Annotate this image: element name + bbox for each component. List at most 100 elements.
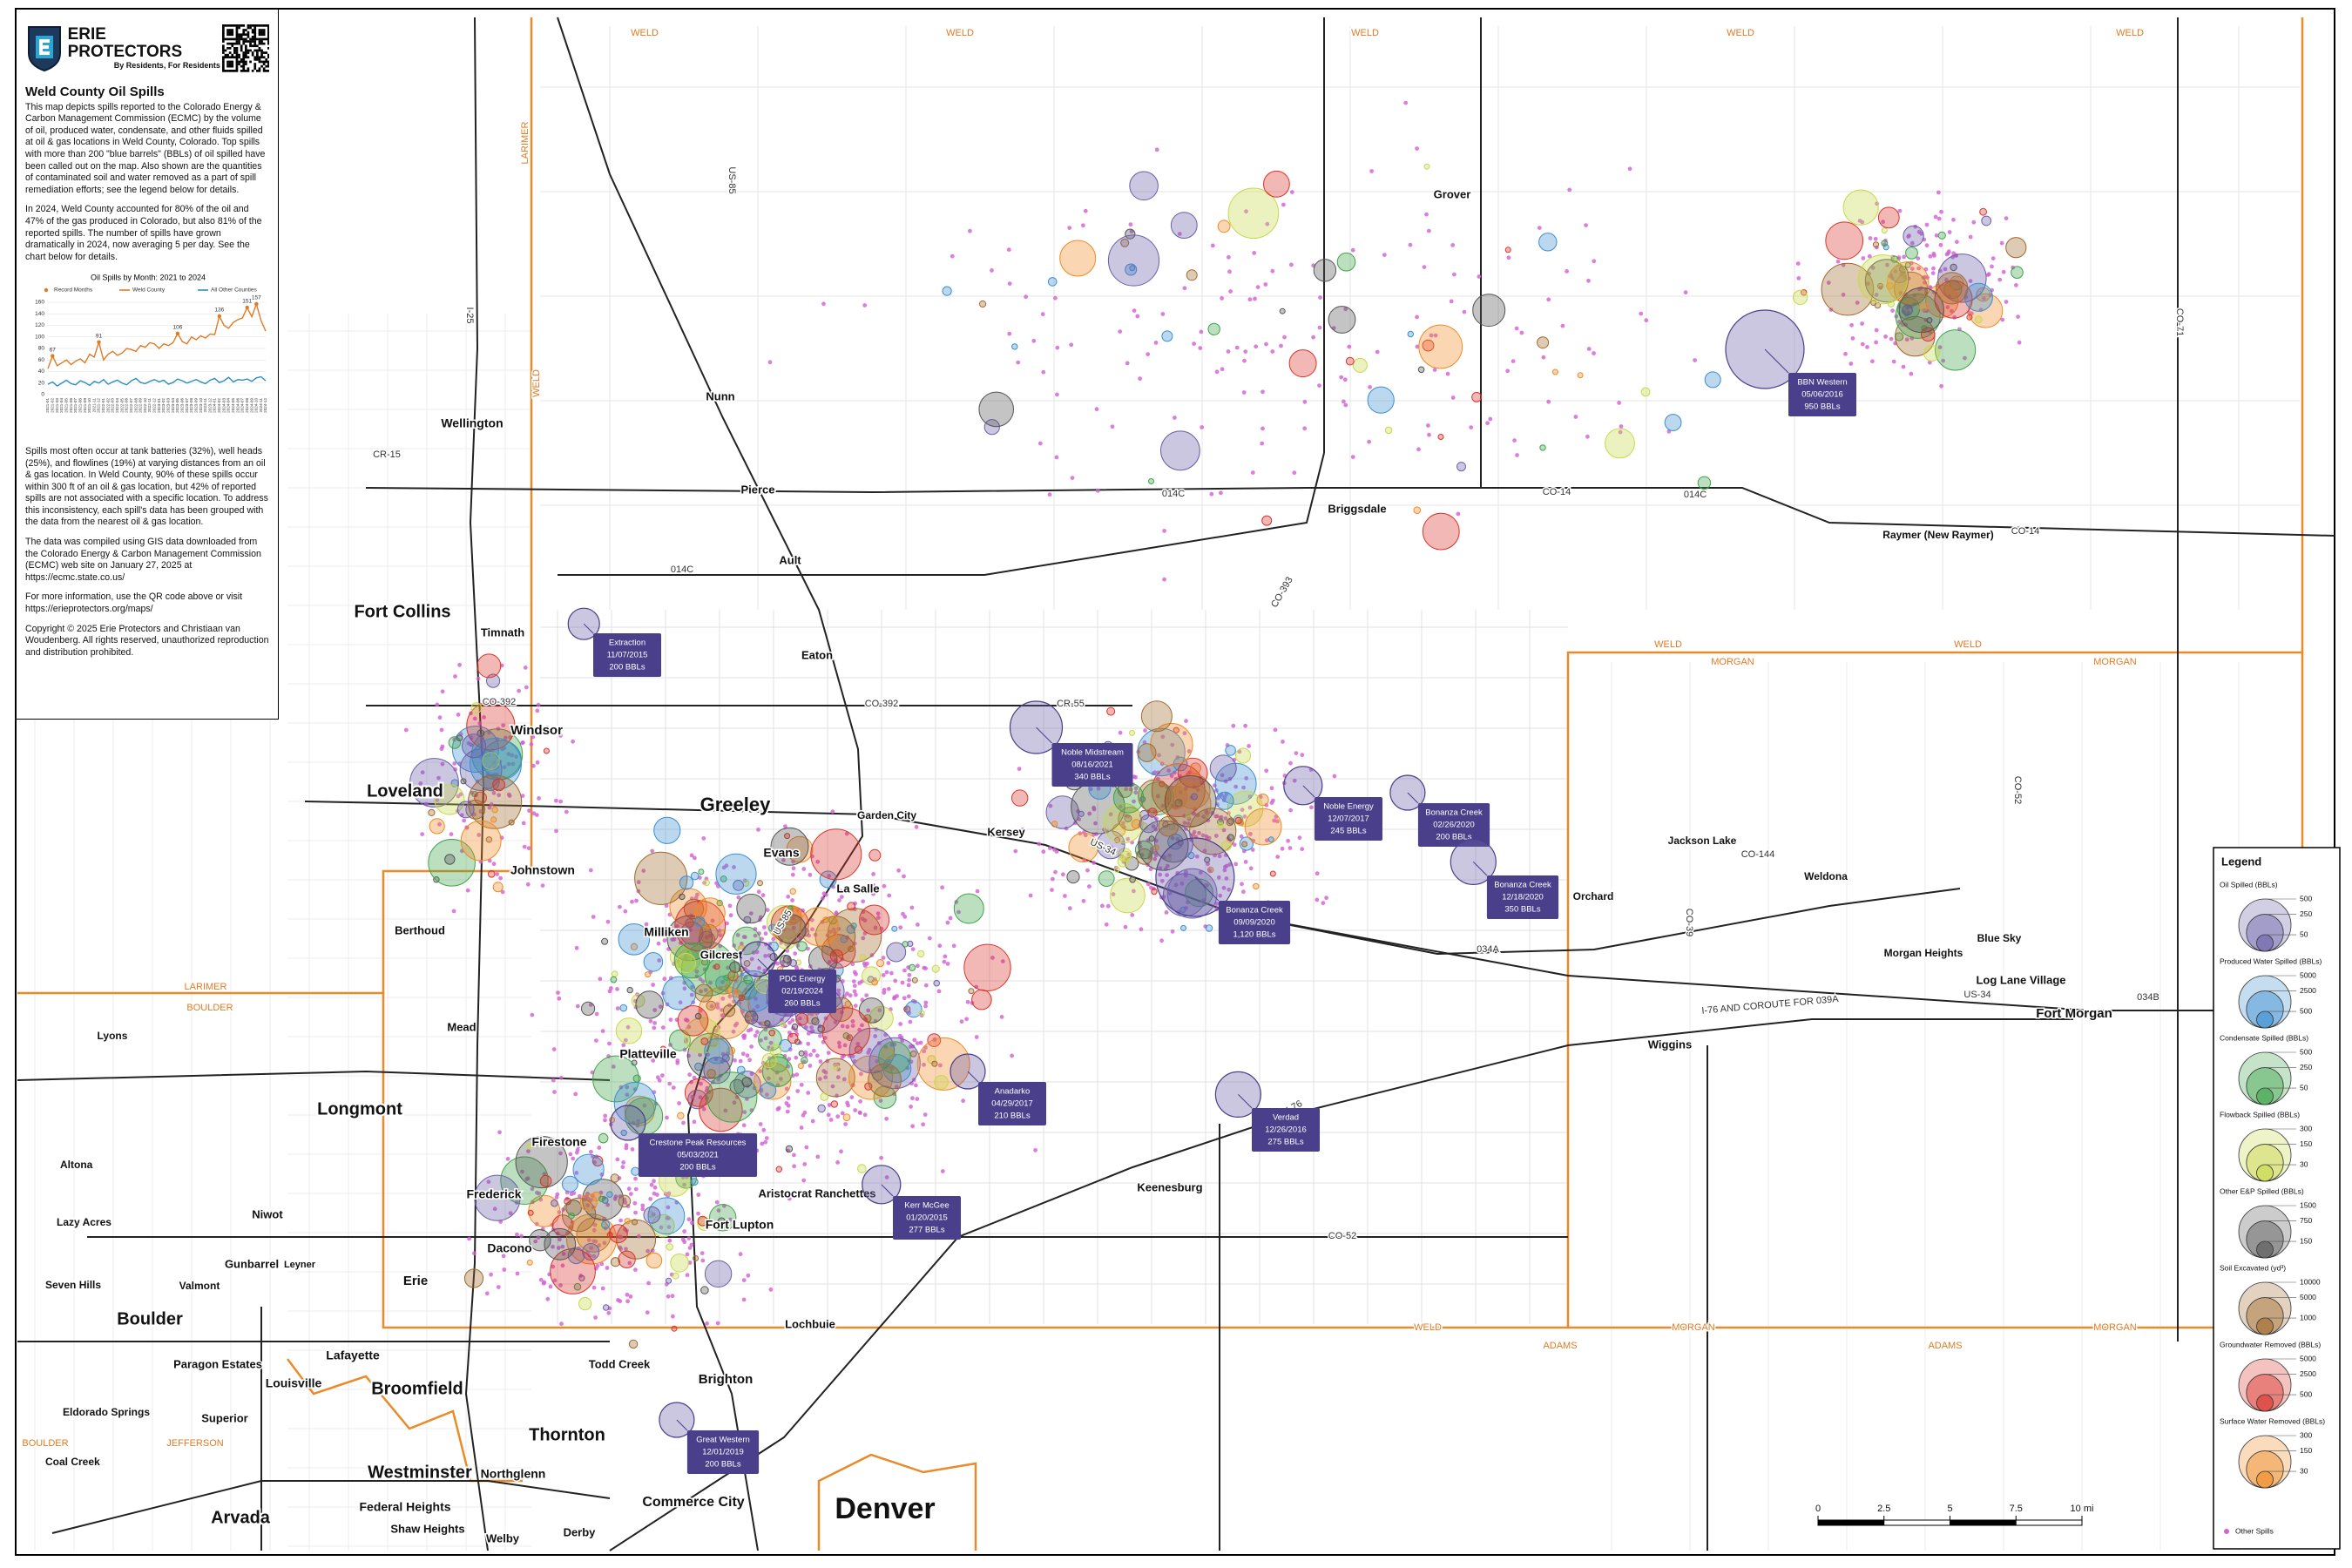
spill-circle (1328, 306, 1356, 334)
spill-circle (1068, 832, 1098, 863)
spill-dot (1135, 314, 1140, 319)
spill-circle (720, 875, 727, 882)
qr-module (228, 24, 232, 27)
spill-dot (1586, 347, 1592, 351)
spill-circle (1384, 426, 1393, 435)
spill-dot (1870, 359, 1875, 364)
spill-circle (1205, 924, 1213, 932)
spill-dot (827, 960, 832, 964)
callout-leader (676, 1419, 688, 1431)
spill-circle (1577, 372, 1584, 379)
spill-circle (567, 1247, 585, 1265)
spill-circle (1664, 414, 1682, 431)
spill-circle (704, 1037, 730, 1064)
spill-circle (1174, 773, 1211, 809)
qr-module (231, 60, 233, 64)
spill-dot (675, 1060, 680, 1065)
spill-dot (831, 884, 835, 889)
spill-circle (578, 1274, 585, 1282)
qr-module (244, 49, 247, 52)
qr-module (226, 64, 229, 68)
spill-dot (1200, 833, 1206, 838)
spill-dot (771, 936, 776, 942)
spill-dot (1250, 848, 1255, 852)
spill-dot (605, 1202, 611, 1207)
callout-text: 200 BBLs (705, 1460, 740, 1470)
road-label: 014C (1162, 489, 1185, 499)
spill-dot (907, 977, 911, 983)
spill-dot (671, 1314, 675, 1319)
spill-dot (793, 951, 798, 956)
spill-dot (1146, 882, 1151, 887)
qr-module (221, 58, 225, 61)
spill-dot (1477, 274, 1482, 279)
spill-dot (626, 1186, 632, 1192)
spill-dot (893, 978, 898, 983)
spill-dot (845, 1100, 849, 1105)
spill-circle (918, 1010, 925, 1017)
spill-dot (2000, 317, 2005, 322)
spill-dot (747, 1058, 752, 1063)
qr-module (265, 37, 267, 41)
spill-circle (429, 818, 445, 835)
spill-dot (551, 1244, 555, 1249)
spill-dot (732, 865, 736, 869)
spill-dot (554, 1195, 559, 1200)
spill-dot (495, 872, 500, 876)
qr-module (267, 36, 269, 38)
place-label: Eldorado Springs (63, 1406, 150, 1418)
qr-module (255, 37, 259, 41)
qr-module (251, 44, 254, 48)
qr-module (255, 44, 259, 48)
qr-module (253, 42, 256, 45)
spill-circle (2011, 266, 2024, 280)
spill-dot (464, 825, 470, 830)
spill-dot (1203, 924, 1208, 929)
qr-module (267, 40, 269, 43)
qr-module (244, 51, 247, 54)
spill-dot (462, 818, 466, 823)
spill-dot (834, 910, 839, 916)
qr-module (228, 56, 232, 59)
spill-dot (821, 301, 826, 307)
spill-dot (636, 880, 641, 885)
road-label: WELD (1727, 28, 1754, 38)
spill-dot (1865, 345, 1869, 349)
spill-dot (1350, 455, 1355, 459)
spill-dot (685, 1273, 690, 1278)
spill-dot (835, 1075, 841, 1079)
spill-dot (1843, 351, 1848, 356)
spill-dot (1192, 341, 1196, 346)
qr-module (244, 47, 247, 50)
spill-dot (2014, 283, 2018, 287)
qr-module (258, 42, 261, 45)
qr-module (235, 30, 239, 34)
spill-circle (1120, 850, 1132, 862)
qr-module (242, 30, 245, 34)
spill-circle (1890, 255, 1899, 263)
spill-dot (1916, 256, 1921, 260)
spill-dot (833, 958, 838, 963)
legend-size-label: 50 (2300, 1083, 2308, 1092)
spill-circle (911, 977, 918, 983)
qr-module (226, 24, 229, 27)
spill-circle (978, 391, 1014, 428)
spill-circle (539, 1174, 552, 1187)
spill-dot (514, 754, 518, 759)
qr-module (228, 70, 232, 72)
spill-dot (700, 1258, 706, 1263)
spill-circle (1821, 262, 1875, 316)
spill-dot (1170, 835, 1175, 841)
spill-dot (588, 868, 593, 873)
spill-dot (950, 253, 955, 259)
spill-dot (666, 1216, 671, 1220)
spill-dot (1885, 262, 1889, 267)
spill-dot (1883, 335, 1889, 339)
spill-circle (757, 880, 763, 887)
spill-dot (758, 1069, 763, 1074)
spill-circle (462, 733, 486, 759)
road-label: I-25 (464, 308, 475, 324)
spill-dot (1248, 832, 1253, 836)
callout-text: 340 BBLs (1074, 773, 1110, 782)
spill-dot (1870, 266, 1876, 270)
